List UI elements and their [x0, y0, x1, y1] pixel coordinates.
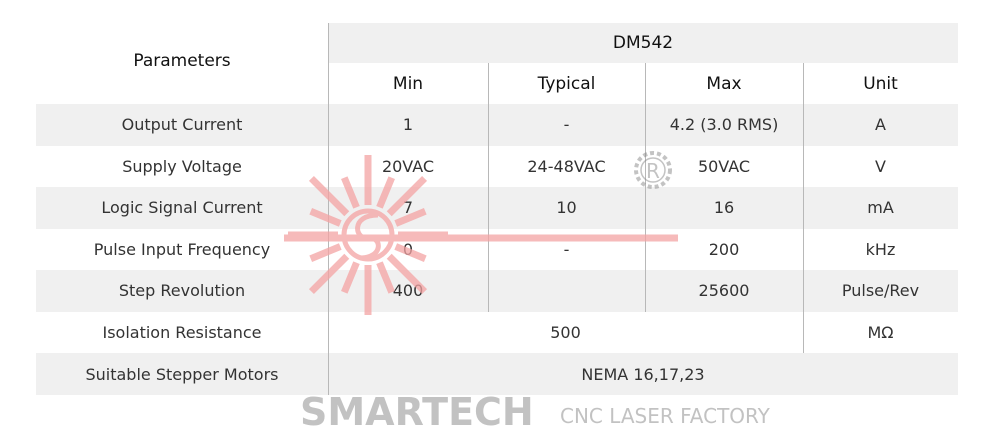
parameters-header: Parameters: [133, 51, 231, 71]
param-cell: Isolation Resistance: [102, 323, 262, 342]
min-cell: 0: [402, 239, 414, 259]
param-cell: Supply Voltage: [122, 156, 242, 176]
typical-cell: -: [563, 239, 570, 259]
row-band: [36, 353, 958, 395]
model-header-band: [328, 23, 958, 63]
watermark-brand: SMARTECH: [300, 390, 534, 428]
param-cell: Suitable Stepper Motors: [85, 364, 279, 384]
row-band: [36, 270, 958, 312]
divider: [803, 63, 804, 353]
row-band: [36, 187, 958, 229]
col-unit-header: Unit: [863, 73, 898, 94]
min-cell: 7: [402, 198, 414, 218]
col-min-header: Min: [392, 73, 424, 94]
max-cell: 4.2 (3.0 RMS): [669, 115, 779, 134]
param-cell: Logic Signal Current: [101, 198, 263, 218]
col-typical-header: Typical: [537, 73, 596, 94]
unit-cell: V: [875, 156, 886, 176]
max-cell: 25600: [698, 281, 750, 301]
unit-cell: A: [875, 115, 886, 134]
unit-cell: MΩ: [867, 323, 894, 342]
row-band: [36, 104, 958, 146]
col-max-header: Max: [706, 73, 742, 94]
unit-cell: mA: [867, 198, 894, 218]
unit-cell: kHz: [865, 239, 896, 259]
unit-cell: Pulse/Rev: [841, 281, 920, 301]
max-cell: 16: [713, 198, 735, 218]
max-cell: 50VAC: [697, 156, 751, 176]
typical-cell: 10: [556, 198, 577, 218]
value-cell: NEMA 16,17,23: [581, 364, 705, 384]
model-header: DM542: [612, 33, 674, 53]
param-cell: Pulse Input Frequency: [93, 239, 271, 259]
divider: [488, 63, 489, 312]
typical-cell: [488, 270, 645, 311]
typical-cell: 24-48VAC: [527, 156, 606, 176]
param-cell: Output Current: [121, 115, 243, 134]
watermark-tagline: CNC LASER FACTORY: [560, 404, 771, 428]
min-cell: 1: [402, 115, 414, 134]
min-cell: 20VAC: [381, 156, 435, 176]
value-cell: 500: [550, 323, 581, 342]
max-cell: 200: [708, 239, 740, 259]
typical-cell: -: [563, 115, 570, 134]
min-cell: 400: [392, 281, 424, 301]
param-cell: Step Revolution: [118, 281, 246, 301]
